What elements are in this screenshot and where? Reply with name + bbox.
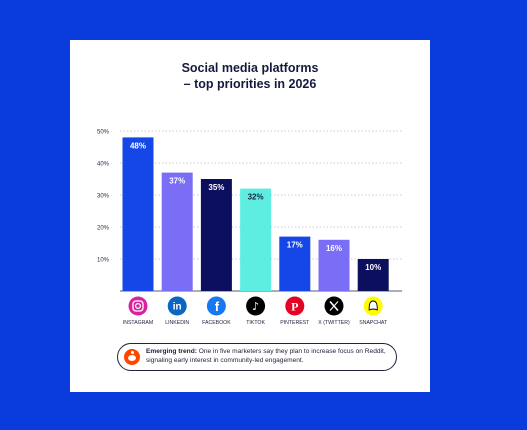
bar-value-label: 48% (130, 141, 146, 150)
instagram-icon-lens (134, 302, 142, 310)
snapchat-icon-ghost (368, 300, 378, 311)
bar-x-twitter (318, 239, 350, 291)
category-label: X (TWITTER) (318, 320, 350, 326)
emerging-trend-callout: Emerging trend: One in five marketers sa… (117, 343, 397, 371)
category-label: PINTEREST (280, 320, 310, 326)
category-label: LINKEDIN (165, 320, 189, 326)
facebook-icon-bg (206, 296, 226, 316)
category-label: INSTAGRAM (123, 320, 153, 326)
category-label: TIKTOK (246, 320, 265, 326)
tiktok-icon-glyph: ♪ (252, 300, 259, 313)
bar-value-label: 10% (365, 263, 381, 272)
bar-tiktok (240, 188, 272, 291)
snapchat-icon (363, 296, 383, 316)
bar-value-label: 32% (248, 193, 264, 202)
instagram-icon-frame (132, 300, 144, 312)
bar-value-label: 37% (169, 177, 185, 186)
linkedin-icon: in (167, 296, 187, 316)
bar-snapchat (357, 259, 389, 291)
category-label: SNAPCHAT (359, 320, 388, 326)
x-twitter-icon (324, 296, 344, 316)
bar-facebook (200, 179, 232, 291)
category-label: FACEBOOK (202, 320, 231, 326)
chart-title-line-2: – top priorities in 2026 (183, 77, 317, 91)
facebook-icon-glyph: f (215, 299, 220, 314)
bar-linkedin (161, 172, 193, 291)
linkedin-icon-bg (167, 296, 187, 316)
pinterest-icon: P (285, 296, 305, 316)
bar-value-label: 16% (326, 244, 342, 253)
bar-value-label: 17% (287, 241, 303, 250)
facebook-icon: f (206, 296, 226, 316)
callout-heading: Emerging trend: (146, 348, 197, 355)
x-twitter-icon-stroke-b (329, 301, 339, 311)
reddit-icon (124, 349, 140, 365)
chart-card: Social media platforms – top priorities … (70, 40, 430, 392)
callout-text: Emerging trend: One in five marketers sa… (146, 347, 392, 365)
bar-pinterest (279, 236, 311, 291)
y-tick-label: 10% (97, 258, 110, 264)
tiktok-icon-bg (246, 296, 266, 316)
pinterest-icon-bg (285, 296, 305, 316)
y-tick-label: 50% (97, 130, 110, 136)
callout-body: One in five marketers say they plan to i… (146, 348, 386, 364)
linkedin-icon-glyph: in (173, 302, 182, 313)
bar-chart: 10% 20% 30% 40% 50% 48% INSTAGRAM 37% in LINKEDIN… (97, 130, 402, 326)
tiktok-icon: ♪ (246, 296, 266, 316)
instagram-icon (128, 296, 148, 316)
y-tick-label: 40% (97, 162, 110, 168)
bar-value-label: 35% (208, 183, 224, 192)
pinterest-icon-glyph: P (291, 300, 298, 314)
chart-title-line-1: Social media platforms (181, 61, 319, 75)
bar-instagram (122, 137, 154, 291)
instagram-icon-bg (128, 296, 148, 316)
y-tick-label: 20% (97, 226, 110, 232)
chart-title: Social media platforms – top priorities … (70, 60, 430, 92)
y-tick-label: 30% (97, 194, 110, 200)
